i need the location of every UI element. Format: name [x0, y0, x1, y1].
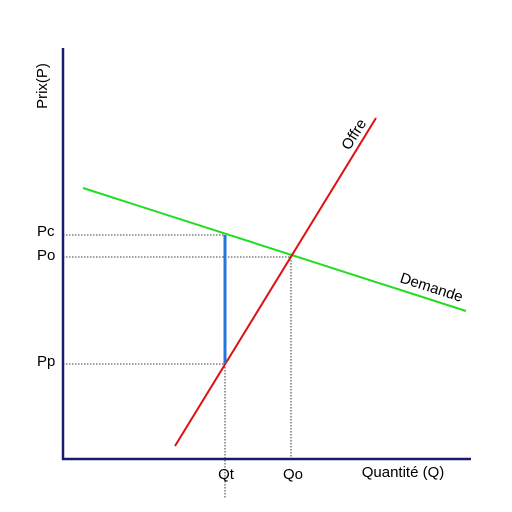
- price-label: Pp: [37, 353, 55, 370]
- y-axis-label: Prix(P): [34, 63, 51, 109]
- price-label: Po: [37, 247, 55, 264]
- price-label: Pc: [37, 223, 55, 240]
- guide-lines: [63, 234, 292, 498]
- quantity-label: Qo: [283, 466, 303, 483]
- quantity-label: Qt: [218, 466, 235, 483]
- supply-curve: [174, 117, 377, 447]
- x-axis-label: Quantité (Q): [362, 464, 445, 481]
- demand-curve: [82, 187, 467, 312]
